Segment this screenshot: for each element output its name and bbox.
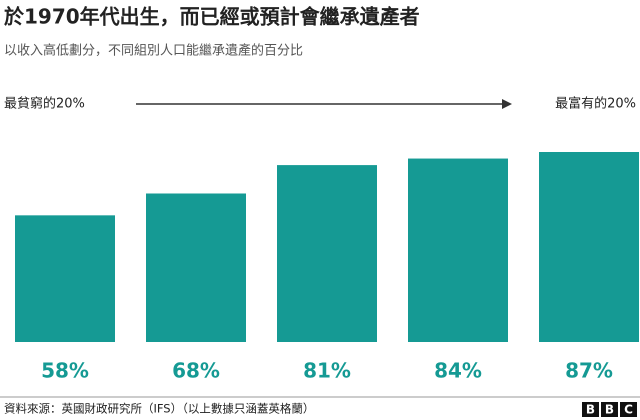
left-label: 最貧窮的20% [4,96,85,112]
bar [539,152,639,342]
logo-letter: B [586,403,595,417]
logo-letter: B [605,403,614,417]
value-label: 87% [565,359,613,383]
value-label: 81% [303,359,351,383]
chart-subtitle: 以收入高低劃分，不同組別人口能繼承遺產的百分比 [4,43,303,59]
bar [408,158,508,342]
chart-title: 於1970年代出生，而已經或預計會繼承遺產者 [4,5,420,29]
right-label: 最富有的20% [555,96,636,112]
bar [146,193,246,342]
source: 資料來源：英國財政研究所（IFS）（以上數據只涵蓋英格蘭） [4,402,314,416]
logo-box [620,402,637,417]
value-label: 58% [41,359,89,383]
bar [15,215,115,342]
arrow-head [502,99,512,109]
logo-letter: C [624,403,633,417]
bar [277,165,377,342]
logo-box [582,402,599,417]
value-label: 84% [434,359,482,383]
logo-box [601,402,618,417]
value-label: 68% [172,359,220,383]
